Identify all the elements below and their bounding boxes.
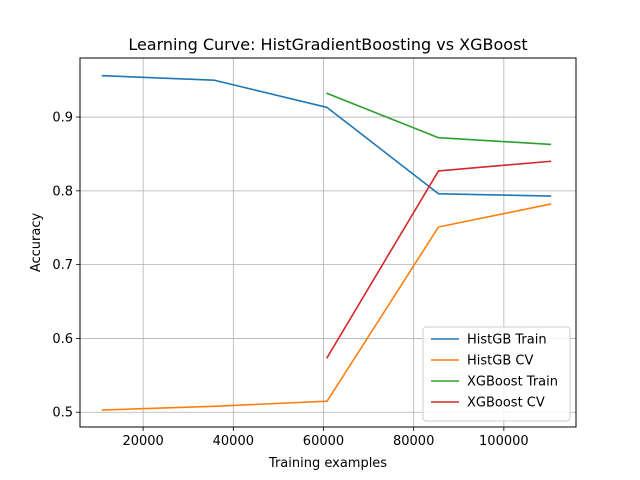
- y-tick-label: 0.9: [52, 111, 73, 126]
- y-tick-label: 0.7: [52, 258, 73, 273]
- x-tick-label: 60000: [303, 434, 344, 449]
- x-axis-title: Training examples: [268, 456, 387, 471]
- legend-box: [422, 326, 571, 422]
- series-line-xgboost-cv: [326, 160, 552, 359]
- series-line-histgb-cv: [101, 203, 552, 411]
- x-tick-label: 20000: [122, 434, 163, 449]
- chart-title: Learning Curve: HistGradientBoosting vs …: [128, 35, 527, 54]
- x-tick-label: 100000: [479, 434, 529, 449]
- axis-ticks: 20000 40000 60000 80000 100000 0.5 0.6 0.7 0.8 0.…: [52, 111, 528, 449]
- series-lines: [101, 74, 552, 411]
- y-axis-title: Accuracy: [29, 213, 44, 273]
- x-tick-label: 80000: [393, 434, 434, 449]
- series-line-xgboost-train: [326, 92, 552, 146]
- legend-label-xgboost-cv: XGBoost CV: [467, 396, 545, 411]
- y-tick-label: 0.6: [52, 332, 73, 347]
- legend-label-histgb-cv: HistGB CV: [467, 354, 533, 369]
- y-tick-label: 0.8: [52, 184, 73, 199]
- x-tick-label: 40000: [213, 434, 254, 449]
- plot-frame: [79, 57, 577, 428]
- legend-label-histgb-train: HistGB Train: [467, 333, 547, 348]
- legend-label-xgboost-train: XGBoost Train: [467, 375, 558, 390]
- y-tick-label: 0.5: [52, 406, 73, 421]
- series-line-histgb-train: [101, 74, 552, 197]
- legend: HistGB Train HistGB CV XGBoost Train XGBoos…: [422, 326, 571, 422]
